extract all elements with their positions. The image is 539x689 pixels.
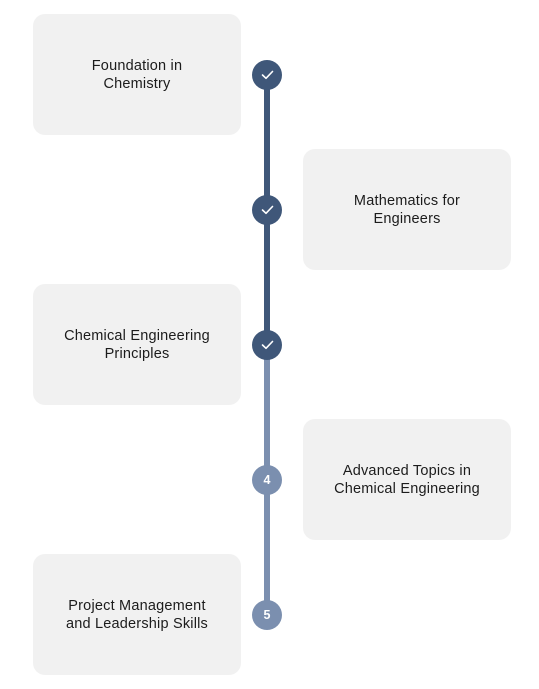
step-card-5: Project Management and Leadership Skills (33, 554, 241, 675)
step-number: 4 (263, 472, 271, 487)
step-number: 5 (263, 607, 271, 622)
step-card-1: Foundation in Chemistry (33, 14, 241, 135)
step-marker-2 (252, 195, 282, 225)
step-card-3: Chemical Engineering Principles (33, 284, 241, 405)
check-icon (261, 340, 273, 350)
step-label: Foundation in Chemistry (91, 57, 183, 92)
check-icon (261, 70, 273, 80)
step-label: Chemical Engineering Principles (64, 327, 210, 362)
step-label: Advanced Topics in Chemical Engineering (334, 462, 480, 497)
step-card-4: Advanced Topics in Chemical Engineering (303, 419, 511, 540)
step-marker-5: 5 (252, 600, 282, 630)
check-icon (261, 205, 273, 215)
step-label: Project Management and Leadership Skills (65, 597, 209, 632)
step-label: Mathematics for Engineers (353, 192, 461, 227)
step-card-2: Mathematics for Engineers (303, 149, 511, 270)
step-marker-3 (252, 330, 282, 360)
step-marker-1 (252, 60, 282, 90)
step-marker-4: 4 (252, 465, 282, 495)
